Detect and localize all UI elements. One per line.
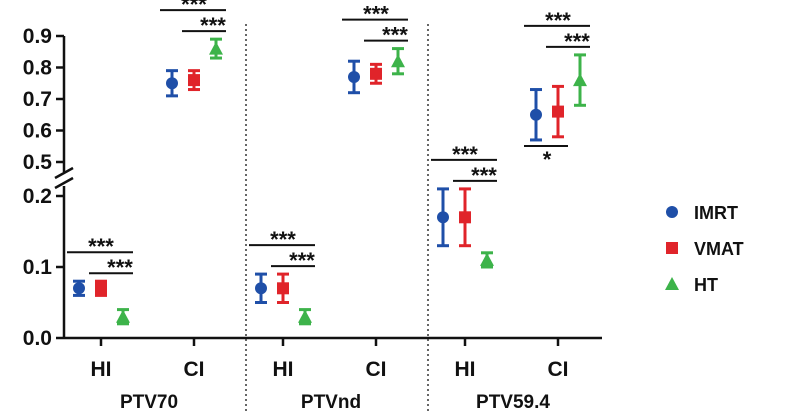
x-tick-label: HI — [273, 358, 294, 381]
legend-label-ht: HT — [694, 275, 718, 295]
axis-break-mark — [54, 166, 74, 180]
significance-label: *** — [545, 8, 571, 33]
legend-marker-ht — [665, 277, 679, 290]
x-tick-label: HI — [455, 358, 476, 381]
group-label-ptv70: PTV70 — [120, 392, 178, 413]
point-ht — [209, 41, 223, 55]
x-tick-label: CI — [184, 358, 205, 381]
legend-label-imrt: IMRT — [694, 203, 738, 223]
point-ht — [480, 252, 494, 266]
point-vmat — [459, 211, 471, 224]
y-tick-label: 0.8 — [23, 57, 53, 80]
point-imrt — [73, 282, 85, 295]
significance-label: *** — [471, 163, 497, 188]
group-label-ptvnd: PTVnd — [301, 392, 361, 413]
point-imrt — [348, 70, 360, 83]
y-tick-label: 0.1 — [23, 256, 53, 279]
legend-label-vmat: VMAT — [694, 239, 744, 259]
point-vmat — [95, 282, 107, 295]
group-label-ptv594: PTV59.4 — [476, 392, 550, 413]
legend-marker-imrt — [666, 206, 678, 218]
y-tick-label: 0.7 — [23, 88, 52, 111]
significance-label: *** — [107, 255, 133, 280]
point-imrt — [255, 282, 267, 295]
x-tick-label: CI — [366, 358, 387, 381]
point-imrt — [530, 108, 542, 121]
y-tick-label: 0.6 — [23, 120, 52, 143]
point-imrt — [437, 211, 449, 224]
point-ht — [116, 309, 130, 323]
y-tick-label: 0.5 — [23, 151, 53, 174]
point-imrt — [166, 77, 178, 90]
significance-label: *** — [564, 29, 590, 54]
significance-label: *** — [200, 13, 226, 38]
point-vmat — [552, 105, 564, 118]
y-tick-label: 0.2 — [23, 185, 52, 208]
x-tick-label: CI — [548, 358, 569, 381]
significance-label: *** — [363, 2, 389, 27]
point-vmat — [188, 74, 200, 87]
significance-label: * — [543, 147, 552, 172]
y-tick-label: 0.9 — [23, 25, 52, 48]
point-ht — [298, 309, 312, 323]
significance-label: *** — [289, 248, 315, 273]
point-vmat — [277, 282, 289, 295]
point-ht — [391, 54, 405, 68]
axis-break-mark — [54, 176, 74, 190]
significance-label: *** — [270, 227, 296, 252]
point-ht — [573, 73, 587, 87]
significance-label: *** — [88, 234, 114, 259]
significance-label: *** — [181, 0, 207, 17]
significance-label: *** — [452, 142, 478, 167]
x-tick-label: HI — [91, 358, 112, 381]
legend-marker-vmat — [666, 242, 678, 254]
y-tick-label: 0.0 — [23, 327, 52, 350]
significance-label: *** — [382, 23, 408, 48]
point-vmat — [370, 67, 382, 80]
